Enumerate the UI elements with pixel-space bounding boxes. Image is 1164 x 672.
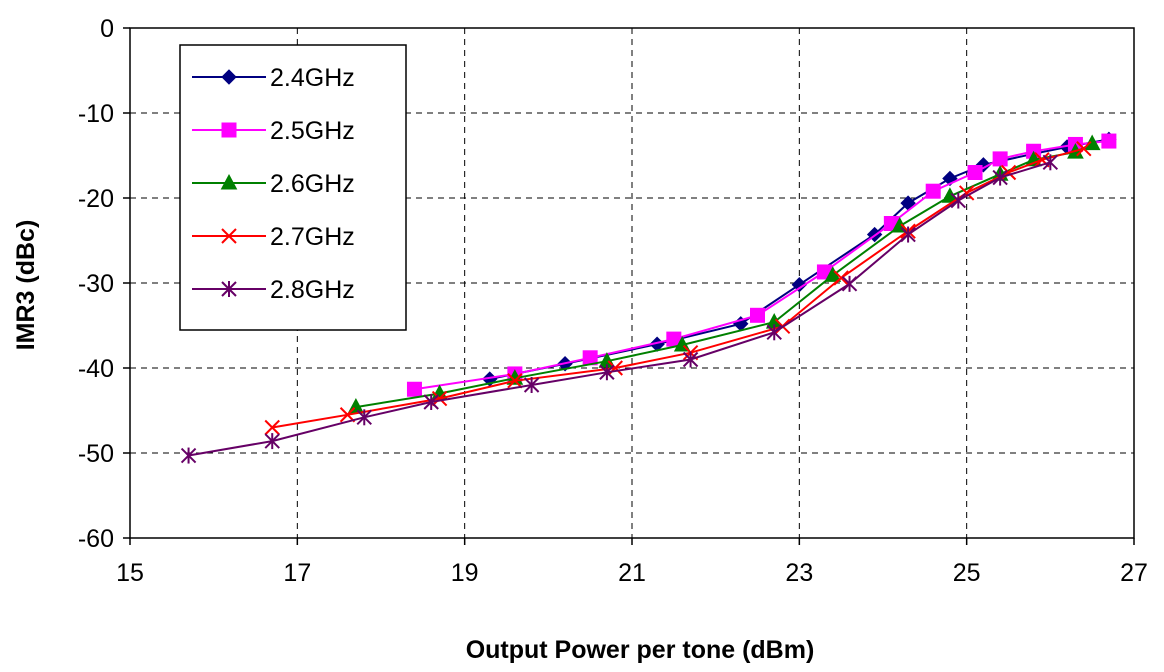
marker-stroke [833,270,849,286]
data-point-marker [220,173,238,190]
data-point-marker [750,307,765,323]
data-point-marker [507,373,523,389]
y-tick-label: -40 [78,355,114,383]
y-tick-label: -10 [78,100,114,128]
data-point-marker [221,228,237,244]
data-point-marker [992,151,1008,167]
legend-item: 2.5GHz [192,117,355,145]
data-point-marker [264,433,280,450]
legend-item: 2.7GHz [192,223,355,251]
x-tick-label: 21 [618,559,646,587]
legend-item: 2.6GHz [192,170,355,198]
legend-label: 2.5GHz [270,117,355,145]
data-point-marker [992,169,1008,186]
x-tick-label: 17 [283,559,311,587]
marker-stroke [1076,140,1092,157]
y-axis-title: IMR3 (dBc) [12,220,40,351]
x-axis-title: Output Power per tone (dBm) [466,636,815,664]
legend-label: 2.8GHz [270,276,355,304]
legend-item: 2.8GHz [192,276,355,304]
data-point-marker [423,394,439,410]
legend-label: 2.6GHz [270,170,355,198]
data-point-marker [599,364,615,381]
data-point-marker [1042,154,1059,171]
series-2-8ghz [180,154,1059,464]
data-point-marker [791,276,808,293]
data-point-marker [431,390,448,407]
data-point-marker [841,275,858,292]
data-point-marker [221,69,237,85]
y-tick-label: -30 [78,270,114,298]
x-tick-label: 27 [1120,559,1148,587]
marker-stroke [264,419,280,436]
data-point-marker [221,122,237,138]
legend-item: 2.4GHz [192,64,355,92]
legend: 2.4GHz 2.5GHz 2.6GHz 2.7GHz 2.8GHz [179,44,407,331]
marker-stroke [339,407,356,423]
x-tick-label: 23 [785,559,813,587]
data-point-marker [406,381,422,397]
data-point-marker [180,447,197,464]
x-tick-label: 19 [451,559,479,587]
y-tick-label: -60 [78,525,114,553]
data-point-marker [925,183,941,199]
marker-stroke [221,228,237,244]
data-point-marker [967,165,983,180]
series-layer [180,131,1117,464]
data-point-marker [264,419,280,436]
data-point-marker [766,324,782,341]
x-tick-label: 25 [953,559,981,587]
data-point-marker [682,351,699,368]
y-tick-label: -50 [78,440,114,468]
data-point-marker [900,226,916,243]
legend-box [179,44,407,331]
data-point-marker [1101,133,1117,149]
marker-stroke [1034,152,1050,168]
data-point-marker [950,192,967,209]
axes: 15 17 19 21 23 25 27 0 -10 -20 -30 -40 -50 -60 [78,15,1148,587]
data-point-marker [1083,134,1101,151]
y-tick-label: -20 [78,185,114,213]
legend-label: 2.7GHz [270,223,355,251]
data-point-marker [1076,140,1092,157]
data-point-marker [356,409,372,426]
data-point-marker [221,281,237,297]
y-tick-label: 0 [100,15,114,43]
marker-stroke [431,390,448,407]
marker-stroke [507,373,523,389]
data-point-marker [523,377,540,393]
x-tick-label: 15 [116,559,144,587]
legend-label: 2.4GHz [270,64,355,92]
data-point-marker [833,270,849,286]
